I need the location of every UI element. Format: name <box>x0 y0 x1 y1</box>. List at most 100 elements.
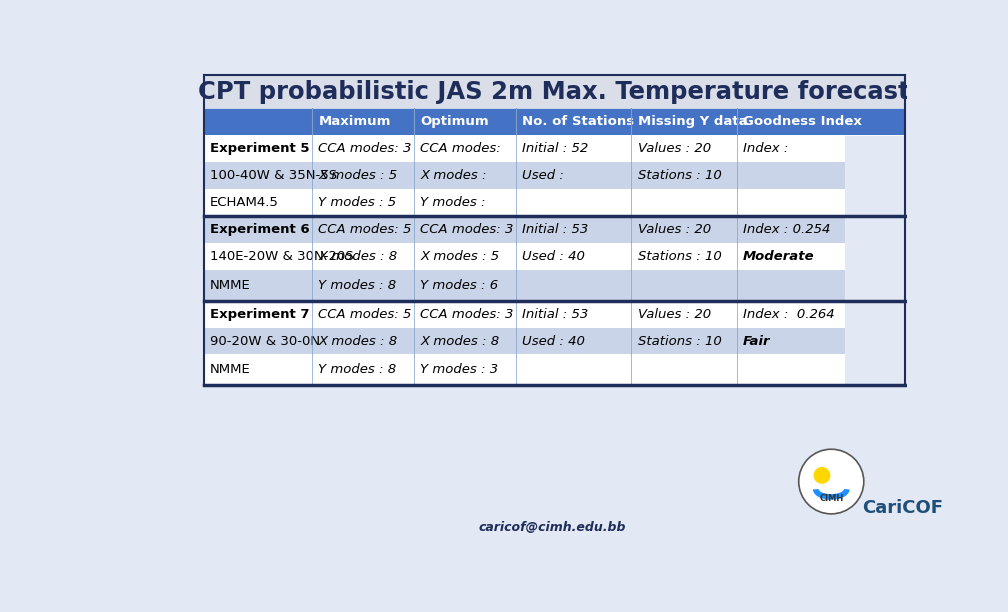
Bar <box>204 108 905 135</box>
Bar <box>631 300 737 327</box>
Text: Index :  0.264: Index : 0.264 <box>743 308 835 321</box>
Text: Initial : 53: Initial : 53 <box>522 308 588 321</box>
Bar <box>312 216 414 243</box>
Circle shape <box>814 468 830 483</box>
Bar <box>516 216 631 243</box>
Bar <box>516 300 631 327</box>
Text: Y modes : 8: Y modes : 8 <box>319 364 396 376</box>
Text: 140E-20W & 30N-20S: 140E-20W & 30N-20S <box>210 250 354 263</box>
Bar <box>737 270 846 300</box>
Text: NMME: NMME <box>210 278 250 292</box>
Bar <box>414 216 516 243</box>
Text: CCA modes: 3: CCA modes: 3 <box>319 142 412 155</box>
Bar <box>414 135 516 162</box>
Bar <box>516 354 631 386</box>
Text: Used : 40: Used : 40 <box>522 250 585 263</box>
Bar <box>204 243 312 270</box>
Text: CIMH: CIMH <box>820 494 844 503</box>
Bar <box>631 162 737 189</box>
Bar <box>414 270 516 300</box>
Text: Y modes : 6: Y modes : 6 <box>420 278 498 292</box>
Bar <box>516 135 631 162</box>
Text: Initial : 53: Initial : 53 <box>522 223 588 236</box>
Text: Values : 20: Values : 20 <box>637 142 711 155</box>
Text: 90-20W & 30-0N: 90-20W & 30-0N <box>210 335 320 348</box>
Text: CCA modes: 3: CCA modes: 3 <box>420 223 513 236</box>
Bar <box>414 162 516 189</box>
Bar <box>204 327 312 354</box>
Text: Experiment 6: Experiment 6 <box>210 223 309 236</box>
Bar <box>737 135 846 162</box>
Text: Used : 40: Used : 40 <box>522 335 585 348</box>
Bar <box>631 327 737 354</box>
Text: CPT probabilistic JAS 2m Max. Temperature forecast: CPT probabilistic JAS 2m Max. Temperatur… <box>199 80 910 103</box>
Text: Maximum: Maximum <box>319 115 391 128</box>
Text: Stations : 10: Stations : 10 <box>637 250 722 263</box>
Text: Fair: Fair <box>743 335 770 348</box>
Bar <box>312 270 414 300</box>
Bar <box>516 243 631 270</box>
Bar <box>204 270 312 300</box>
Bar <box>414 300 516 327</box>
Bar <box>516 189 631 216</box>
Text: Index :: Index : <box>743 142 788 155</box>
Text: CariCOF: CariCOF <box>862 499 943 518</box>
Text: No. of Stations: No. of Stations <box>522 115 634 128</box>
Bar <box>737 300 846 327</box>
Text: Stations : 10: Stations : 10 <box>637 169 722 182</box>
Text: Y modes :: Y modes : <box>420 196 486 209</box>
Bar <box>312 135 414 162</box>
Bar <box>204 162 312 189</box>
Bar <box>414 189 516 216</box>
Text: CCA modes:: CCA modes: <box>420 142 501 155</box>
Text: Used :: Used : <box>522 169 563 182</box>
Text: Y modes : 3: Y modes : 3 <box>420 364 498 376</box>
Text: Index : 0.254: Index : 0.254 <box>743 223 831 236</box>
Text: NMME: NMME <box>210 364 250 376</box>
Bar <box>631 354 737 386</box>
Bar <box>631 216 737 243</box>
Bar <box>737 216 846 243</box>
Bar <box>204 354 312 386</box>
Circle shape <box>798 449 864 514</box>
Text: Goodness Index: Goodness Index <box>743 115 862 128</box>
Text: CCA modes: 5: CCA modes: 5 <box>319 223 412 236</box>
Text: X modes : 8: X modes : 8 <box>319 250 397 263</box>
Text: Optimum: Optimum <box>420 115 489 128</box>
Text: Y modes : 5: Y modes : 5 <box>319 196 396 209</box>
Text: X modes : 5: X modes : 5 <box>420 250 499 263</box>
Bar <box>631 135 737 162</box>
Bar <box>204 189 312 216</box>
Bar <box>414 243 516 270</box>
Text: Experiment 5: Experiment 5 <box>210 142 309 155</box>
Text: X modes : 8: X modes : 8 <box>319 335 397 348</box>
Bar <box>414 327 516 354</box>
Bar <box>204 300 312 327</box>
Bar <box>312 189 414 216</box>
Bar <box>516 270 631 300</box>
Bar <box>204 135 312 162</box>
Bar <box>312 354 414 386</box>
Text: Initial : 52: Initial : 52 <box>522 142 588 155</box>
Text: ECHAM4.5: ECHAM4.5 <box>210 196 278 209</box>
Text: X modes : 8: X modes : 8 <box>420 335 499 348</box>
Bar <box>204 75 905 108</box>
Bar <box>737 354 846 386</box>
Text: Values : 20: Values : 20 <box>637 308 711 321</box>
Text: CCA modes: 3: CCA modes: 3 <box>420 308 513 321</box>
Text: Values : 20: Values : 20 <box>637 223 711 236</box>
Text: Moderate: Moderate <box>743 250 814 263</box>
Bar <box>414 354 516 386</box>
Bar <box>737 327 846 354</box>
Text: Stations : 10: Stations : 10 <box>637 335 722 348</box>
Text: X modes :: X modes : <box>420 169 487 182</box>
Bar <box>631 189 737 216</box>
Text: Experiment 7: Experiment 7 <box>210 308 309 321</box>
Bar <box>737 243 846 270</box>
Bar <box>312 300 414 327</box>
Bar <box>312 162 414 189</box>
Bar <box>516 162 631 189</box>
Bar <box>312 243 414 270</box>
Text: Y modes : 8: Y modes : 8 <box>319 278 396 292</box>
Bar <box>737 189 846 216</box>
